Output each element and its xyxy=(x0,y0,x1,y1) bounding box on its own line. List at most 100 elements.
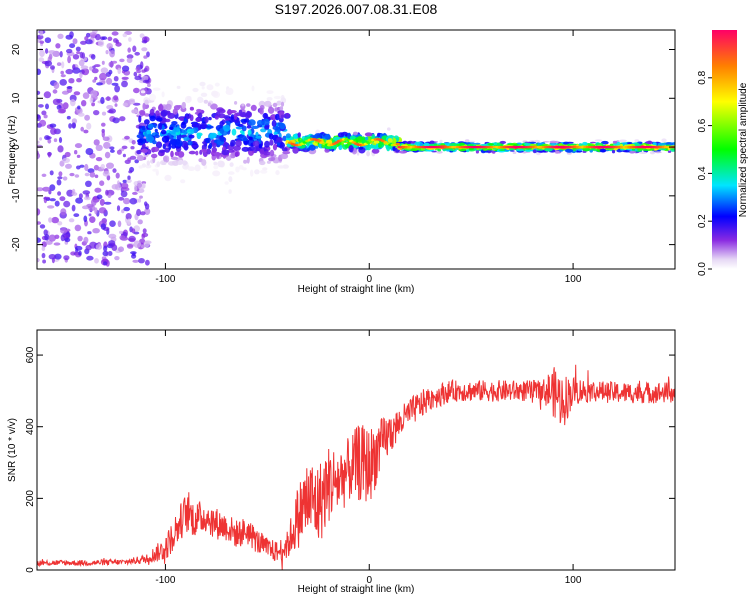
spectrogram-cell xyxy=(58,137,63,143)
spectrogram-cell xyxy=(144,119,150,125)
spectrogram-cell xyxy=(475,149,479,154)
spectrogram-cell xyxy=(536,149,544,151)
spectrogram-cell xyxy=(111,31,119,36)
spectrogram-cell xyxy=(196,132,203,137)
spectrogram-cell xyxy=(59,196,66,202)
spectrogram-cell xyxy=(89,241,97,249)
spectrogram-cell xyxy=(137,219,143,225)
spectrogram-cell xyxy=(364,136,369,141)
spectrogram-cell xyxy=(255,135,262,139)
spectrogram-cell xyxy=(64,237,71,243)
spectrogram-cell xyxy=(203,165,208,169)
spectrogram-cell xyxy=(68,78,75,84)
spectrogram-cell xyxy=(278,117,284,123)
spectrogram-cell xyxy=(414,147,422,151)
spectrogram-cell xyxy=(352,131,358,136)
spectrogram-cell xyxy=(117,67,121,75)
spectrogram-cell xyxy=(103,261,108,266)
spectrogram-cell xyxy=(248,119,256,126)
spectrogram-cell xyxy=(107,36,113,41)
spectrogram-cell xyxy=(46,136,52,140)
spectrogram-cell xyxy=(81,100,87,107)
spectrogram-cell xyxy=(92,65,96,69)
spectrogram-cell xyxy=(387,138,393,143)
spectrogram-cell xyxy=(74,174,80,178)
spectrogram-cell xyxy=(628,150,637,154)
spectrogram-cell xyxy=(51,216,59,224)
spectrogram-cell xyxy=(92,196,98,200)
spectrogram-cell xyxy=(146,51,150,58)
spectrogram-cell xyxy=(100,164,106,169)
spectrogram-cell xyxy=(61,61,65,69)
snr-xlabel: Height of straight line (km) xyxy=(298,584,415,595)
spectrogram-cell xyxy=(652,142,657,146)
spectrogram-cell xyxy=(620,148,625,151)
spectrogram-cell xyxy=(109,146,115,150)
spectrogram-cell xyxy=(123,206,130,212)
snr-panel: -100 0 100 0 200 400 600 Height of straight li… xyxy=(7,329,676,595)
spectrogram-cell xyxy=(76,78,82,83)
spectrogram-cell xyxy=(95,157,103,162)
spectrogram-cell xyxy=(487,148,493,151)
spectrogram-cell xyxy=(75,245,83,251)
spectrogram-cell xyxy=(132,45,137,53)
spectrogram-cell xyxy=(161,91,165,98)
spectrogram-cell xyxy=(90,54,96,60)
spectrogram-cell xyxy=(237,123,244,127)
spectrogram-cell xyxy=(170,150,174,158)
spectrogram-cell xyxy=(58,171,63,177)
spectrogram-cell xyxy=(50,127,57,135)
spectrogram-cell xyxy=(122,102,129,107)
spectrogram-cell xyxy=(37,114,41,121)
spectrogram-cell xyxy=(273,131,278,135)
spectrogram-cell xyxy=(105,189,109,196)
spectrogram-cell xyxy=(110,149,115,153)
spectrogram-cell xyxy=(308,144,316,151)
spectrogram-cell xyxy=(76,107,83,115)
spectrogram-cell xyxy=(251,85,255,92)
spectrogram-cell xyxy=(645,141,654,144)
spectrogram-cell xyxy=(282,150,291,155)
spectrogram-cell xyxy=(106,162,114,169)
spectrogram-cell xyxy=(171,160,180,166)
spectrogram-cell xyxy=(142,182,146,189)
spectrogram-cell xyxy=(57,145,64,153)
spectrogram-cell xyxy=(108,240,116,246)
spectrogram-cell xyxy=(233,112,238,120)
spectrogram-cell xyxy=(225,155,232,161)
spectrogram-cell xyxy=(100,96,105,105)
y-tick-label: -10 xyxy=(11,188,22,203)
spectrogram-cell xyxy=(128,170,133,174)
spectrogram-cell xyxy=(101,130,106,138)
spectrogram-cell xyxy=(262,167,268,171)
spectrogram-cell xyxy=(667,150,672,153)
spectrogram-cell xyxy=(120,190,128,198)
spectrogram-cell xyxy=(101,36,108,40)
spectrogram-cell xyxy=(74,143,83,149)
spectrogram-cell xyxy=(66,48,73,54)
spectrogram-cell xyxy=(101,111,107,116)
spectrogram-cell xyxy=(200,92,208,98)
spectrogram-cell xyxy=(205,137,211,144)
spectrogram-cell xyxy=(119,235,126,241)
spectrogram-cell xyxy=(144,207,151,215)
spectrogram-cell xyxy=(94,76,98,81)
spectrogram-cell xyxy=(228,189,232,194)
spectrogram-cell xyxy=(277,165,285,169)
spectrogram-cell xyxy=(204,116,209,123)
spectrogram-cell xyxy=(599,148,607,153)
spectrogram-cell xyxy=(76,165,81,170)
spectrogram-cell xyxy=(249,134,255,138)
x-tick-label: -100 xyxy=(155,274,175,285)
spectrogram-cell xyxy=(116,180,120,188)
spectrogram-cell xyxy=(122,179,128,184)
spectrogram-cell xyxy=(366,150,370,157)
spectrogram-cell xyxy=(67,55,71,64)
spectrogram-cell xyxy=(479,143,489,146)
spectrogram-cell xyxy=(115,42,122,47)
spectrogram-cell xyxy=(49,170,54,176)
x-tick-label: -100 xyxy=(155,575,175,586)
spectrogram-cell xyxy=(559,149,563,152)
spectrogram-cell xyxy=(134,51,140,56)
